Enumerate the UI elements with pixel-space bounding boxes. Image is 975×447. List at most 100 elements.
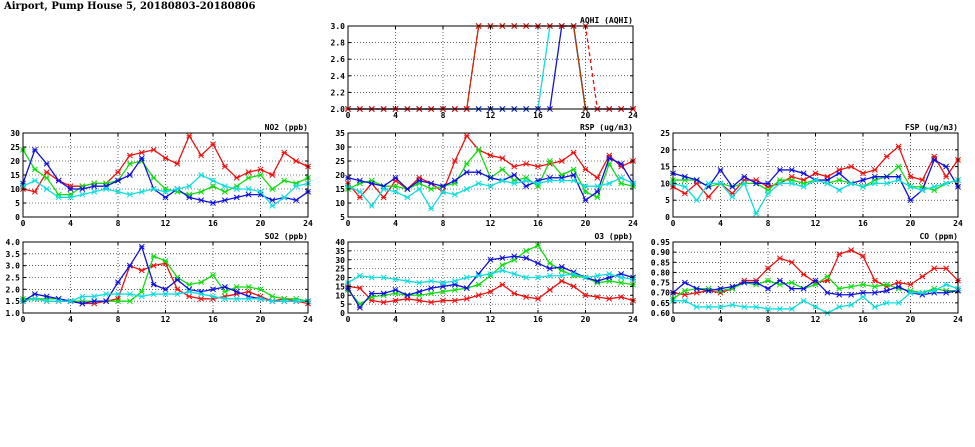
data-point-blue: [800, 170, 807, 177]
y-tick-label: 0.75: [651, 279, 670, 288]
data-point-cyan: [257, 188, 264, 195]
y-tick-label: 0.80: [651, 268, 670, 277]
data-point-green: [860, 281, 866, 288]
x-tick-label: 4: [718, 315, 723, 324]
data-point-blue: [546, 265, 553, 272]
data-point-green: [198, 188, 205, 195]
data-point-green: [475, 281, 482, 288]
data-point-cyan: [860, 183, 866, 190]
data-point-cyan: [245, 295, 252, 302]
data-point-cyan: [43, 186, 50, 192]
data-point-red: [943, 173, 950, 180]
x-tick-label: 0: [346, 315, 351, 324]
x-tick-label: 4: [393, 219, 398, 228]
y-tick-label: 10: [335, 291, 345, 300]
data-point-cyan: [43, 298, 50, 305]
y-tick-label: 2.8: [331, 39, 346, 48]
data-point-green: [428, 186, 435, 192]
data-point-green: [535, 242, 541, 249]
data-point-red: [570, 283, 577, 290]
data-point-blue: [186, 194, 193, 201]
data-point-green: [546, 260, 553, 267]
x-tick-label: 8: [441, 111, 446, 120]
x-tick-label: 8: [441, 219, 446, 228]
data-point-blue: [681, 279, 688, 286]
data-point-cyan: [150, 291, 157, 298]
data-point-cyan: [919, 289, 926, 296]
data-point-blue: [115, 177, 121, 184]
data-point-cyan: [594, 272, 601, 279]
data-point-green: [138, 288, 145, 295]
data-point-blue: [404, 292, 411, 299]
data-point-blue: [776, 167, 783, 173]
data-point-green: [871, 283, 878, 290]
data-point-red: [558, 158, 565, 164]
data-point-cyan: [546, 272, 553, 279]
data-point-green: [126, 160, 133, 167]
data-point-green: [257, 172, 264, 178]
data-point-cyan: [681, 297, 688, 304]
data-point-red: [126, 152, 133, 159]
data-point-blue: [55, 177, 62, 184]
data-point-red: [765, 265, 771, 272]
data-point-green: [245, 284, 252, 290]
x-tick-label: 4: [393, 315, 398, 324]
y-tick-label: 20: [660, 146, 670, 155]
y-tick-label: 5: [665, 196, 670, 205]
data-point-blue: [475, 169, 482, 176]
data-point-cyan: [776, 180, 783, 187]
data-point-red: [198, 295, 205, 302]
y-tick-label: 2.2: [331, 88, 346, 97]
y-tick-label: 2.6: [331, 55, 346, 64]
data-point-red: [919, 177, 926, 183]
chart-title: AQHI (AQHI): [580, 16, 633, 25]
data-point-red: [245, 288, 252, 295]
x-tick-label: 4: [68, 219, 73, 228]
data-point-blue: [380, 290, 387, 297]
data-point-green: [221, 188, 228, 195]
data-point-red: [860, 170, 866, 177]
data-point-red: [138, 149, 145, 156]
y-tick-label: 2.4: [331, 72, 346, 81]
y-tick-label: 20: [335, 274, 345, 283]
data-point-green: [150, 253, 157, 260]
data-point-blue: [392, 286, 399, 293]
data-point-cyan: [535, 274, 541, 281]
data-point-green: [233, 284, 240, 290]
data-point-red: [440, 297, 446, 304]
data-point-blue: [392, 174, 399, 181]
data-point-blue: [293, 197, 300, 204]
data-point-red: [523, 294, 530, 300]
data-point-cyan: [729, 301, 736, 308]
data-point-cyan: [233, 186, 240, 192]
data-point-red: [618, 294, 625, 300]
data-point-blue: [221, 284, 228, 290]
data-point-cyan: [741, 180, 748, 187]
data-point-red: [392, 297, 399, 304]
data-point-cyan: [356, 272, 363, 279]
data-point-blue: [233, 194, 240, 201]
y-tick-label: 30: [335, 143, 345, 152]
data-point-green: [43, 174, 50, 181]
data-point-cyan: [463, 186, 470, 192]
data-point-blue: [198, 197, 205, 204]
data-point-cyan: [138, 293, 145, 300]
data-point-green: [257, 286, 264, 293]
data-point-cyan: [618, 174, 625, 181]
data-point-blue: [115, 279, 121, 286]
data-point-red: [416, 174, 423, 181]
data-point-blue: [380, 183, 387, 190]
data-point-red: [43, 169, 50, 176]
data-point-red: [594, 294, 601, 300]
data-point-cyan: [705, 303, 712, 310]
data-point-cyan: [31, 295, 38, 302]
data-point-blue: [895, 283, 902, 290]
data-point-cyan: [931, 183, 938, 190]
data-point-blue: [594, 278, 601, 285]
data-point-cyan: [836, 187, 843, 194]
data-point-red: [463, 132, 470, 139]
data-point-green: [210, 272, 216, 279]
x-tick-label: 8: [116, 315, 121, 324]
y-tick-label: 15: [335, 185, 345, 194]
data-point-red: [380, 194, 387, 201]
